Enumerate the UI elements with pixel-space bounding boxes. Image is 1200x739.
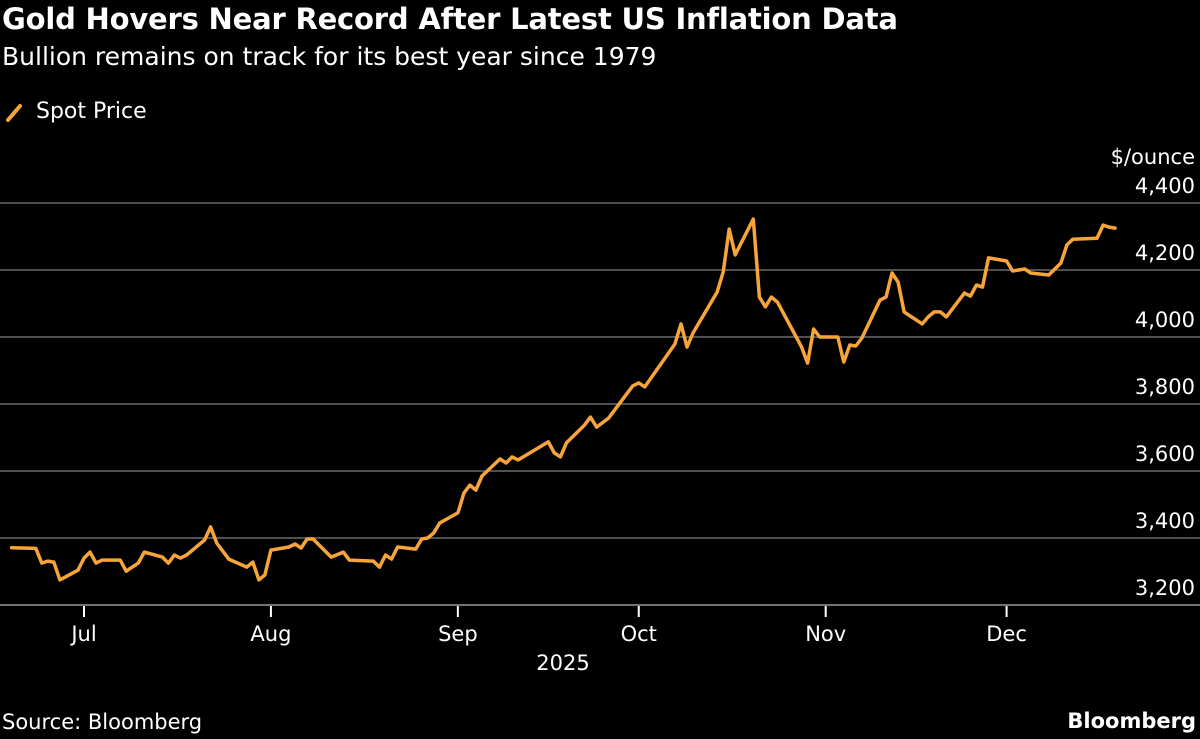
x-tick-label: Aug: [250, 622, 291, 646]
legend-line-icon: [6, 103, 22, 122]
series-line-spot-price: [9, 217, 1117, 582]
y-tick-label: 4,200: [1135, 241, 1195, 265]
data-points: [12, 219, 1116, 580]
bloomberg-logo: Bloomberg: [1067, 709, 1196, 733]
y-axis-unit-label: $/ounce: [1111, 145, 1195, 169]
x-tick-label: Oct: [621, 622, 657, 646]
x-axis-year-label: 2025: [536, 651, 589, 675]
y-tick-label: 3,600: [1135, 442, 1195, 466]
source-note: Source: Bloomberg: [2, 710, 203, 734]
chart-title: Gold Hovers Near Record After Latest US …: [2, 2, 898, 36]
chart-subtitle: Bullion remains on track for its best ye…: [2, 42, 657, 71]
y-tick-label: 3,400: [1135, 509, 1195, 533]
x-tick-label: Jul: [69, 622, 96, 646]
x-tick-label: Sep: [438, 622, 478, 646]
x-tick-label: Dec: [986, 622, 1027, 646]
legend-label-spot-price: Spot Price: [36, 99, 147, 124]
legend: Spot Price: [4, 99, 147, 124]
y-tick-label: 4,400: [1135, 174, 1195, 198]
y-tick-label: 3,200: [1135, 576, 1195, 600]
x-tick-label: Nov: [805, 622, 846, 646]
y-tick-label: 3,800: [1135, 375, 1195, 399]
y-tick-label: 4,000: [1135, 308, 1195, 332]
